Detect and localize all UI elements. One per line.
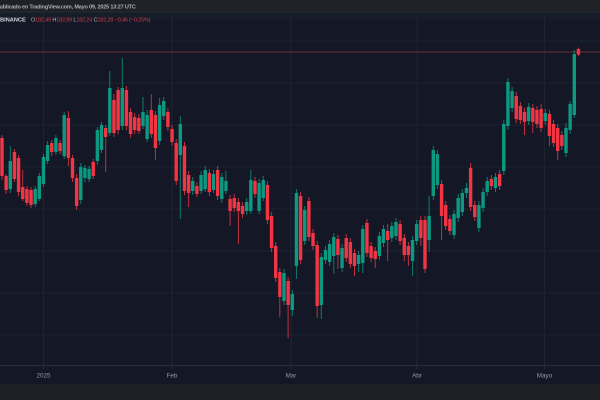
svg-text:Mar: Mar — [286, 373, 297, 380]
svg-text:2025: 2025 — [36, 373, 51, 380]
svg-text:BINANCE: BINANCE — [0, 18, 26, 24]
svg-text:Publicado en TradingView.com,: Publicado en TradingView.com, Mayo 09, 2… — [0, 5, 136, 11]
svg-text:Abr: Abr — [412, 373, 422, 380]
svg-text:Mayo: Mayo — [537, 373, 553, 380]
svg-text:Feb: Feb — [167, 373, 178, 380]
svg-text:O182,49 H182,99 L182,24 C182,2: O182,49 H182,99 L182,24 C182,29 −0,46 (−… — [31, 18, 151, 24]
